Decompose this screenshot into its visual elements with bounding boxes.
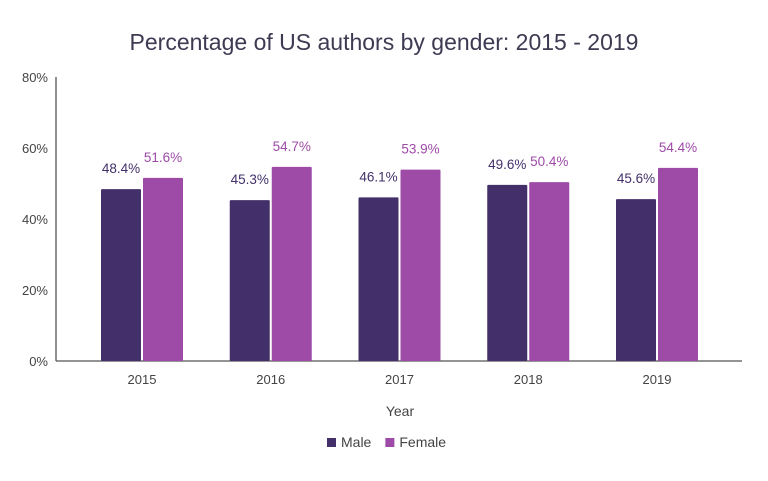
x-tick-label: 2015 xyxy=(128,372,157,387)
data-label: 51.6% xyxy=(144,150,182,165)
data-label: 54.4% xyxy=(659,140,697,155)
data-label: 46.1% xyxy=(359,169,397,184)
data-label: 54.7% xyxy=(273,139,311,154)
x-tick-label: 2016 xyxy=(256,372,285,387)
x-tick-label: 2017 xyxy=(385,372,414,387)
data-label: 53.9% xyxy=(401,142,439,157)
y-tick-label: 60% xyxy=(22,141,48,156)
bar-male-2015 xyxy=(101,189,141,361)
bar-male-2017 xyxy=(358,197,399,361)
legend-item-female: Female xyxy=(385,434,446,450)
data-label: 45.6% xyxy=(617,171,655,186)
data-label: 50.4% xyxy=(530,154,568,169)
data-label: 45.3% xyxy=(231,172,269,187)
bar-male-2016 xyxy=(229,200,270,361)
y-tick-label: 80% xyxy=(22,70,48,85)
data-label: 49.6% xyxy=(488,157,526,172)
bar-male-2019 xyxy=(616,199,656,361)
legend-label: Female xyxy=(399,434,446,450)
bar-female-2015 xyxy=(143,177,183,361)
legend-item-male: Male xyxy=(327,434,372,450)
bar-male-2018 xyxy=(487,184,528,361)
y-tick-label: 40% xyxy=(22,212,48,227)
bar-female-2016 xyxy=(271,166,312,361)
y-tick-label: 0% xyxy=(29,354,48,369)
bar-female-2019 xyxy=(658,167,698,361)
data-label: 48.4% xyxy=(102,161,140,176)
bar-female-2017 xyxy=(400,169,441,361)
x-tick-label: 2019 xyxy=(643,372,672,387)
x-axis-label: Year xyxy=(386,403,415,419)
bar-female-2018 xyxy=(529,182,570,361)
legend-label: Male xyxy=(341,434,372,450)
y-tick-label: 20% xyxy=(22,283,48,298)
legend-swatch xyxy=(385,438,395,447)
chart-title: Percentage of US authors by gender: 2015… xyxy=(130,29,639,55)
legend-swatch xyxy=(327,438,336,447)
x-tick-label: 2018 xyxy=(514,372,543,387)
